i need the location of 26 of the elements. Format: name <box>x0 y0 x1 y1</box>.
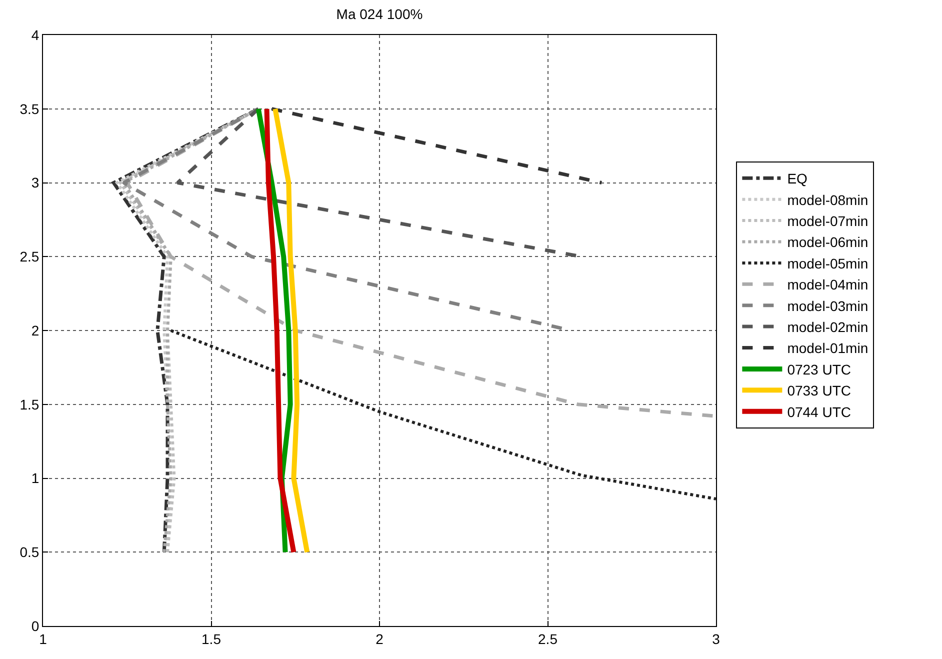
legend-label: EQ <box>787 170 808 187</box>
chart-title: Ma 024 100% <box>336 6 423 22</box>
legend-label: model-03min <box>787 298 868 314</box>
x-tick-label: 1.5 <box>202 630 222 647</box>
legend-label: model-07min <box>787 213 868 229</box>
y-tick-label: 3.5 <box>20 100 40 117</box>
legend-label: model-05min <box>787 255 868 272</box>
legend-label: model-02min <box>787 319 868 335</box>
y-tick-label: 2 <box>31 322 40 338</box>
legend-label: 0733 UTC <box>787 382 852 399</box>
y-tick-label: 0 <box>31 618 40 634</box>
y-tick-label: 0.5 <box>20 544 40 560</box>
y-tick-label: 1 <box>31 470 40 486</box>
legend-label: 0744 UTC <box>787 404 852 420</box>
y-tick-label: 1.5 <box>20 396 40 412</box>
x-tick-label: 2 <box>376 630 384 647</box>
y-tick-label: 2.5 <box>20 248 40 265</box>
x-tick-label: 2.5 <box>538 630 558 647</box>
legend-label: model-08min <box>787 192 868 208</box>
y-tick-label: 4 <box>31 26 40 43</box>
legend-label: model-01min <box>787 340 868 356</box>
legend-label: 0723 UTC <box>787 361 852 378</box>
y-tick-label: 3 <box>31 174 40 191</box>
legend-label: model-04min <box>787 276 868 293</box>
x-tick-label: 3 <box>712 630 720 647</box>
legend-label: model-06min <box>787 234 868 250</box>
